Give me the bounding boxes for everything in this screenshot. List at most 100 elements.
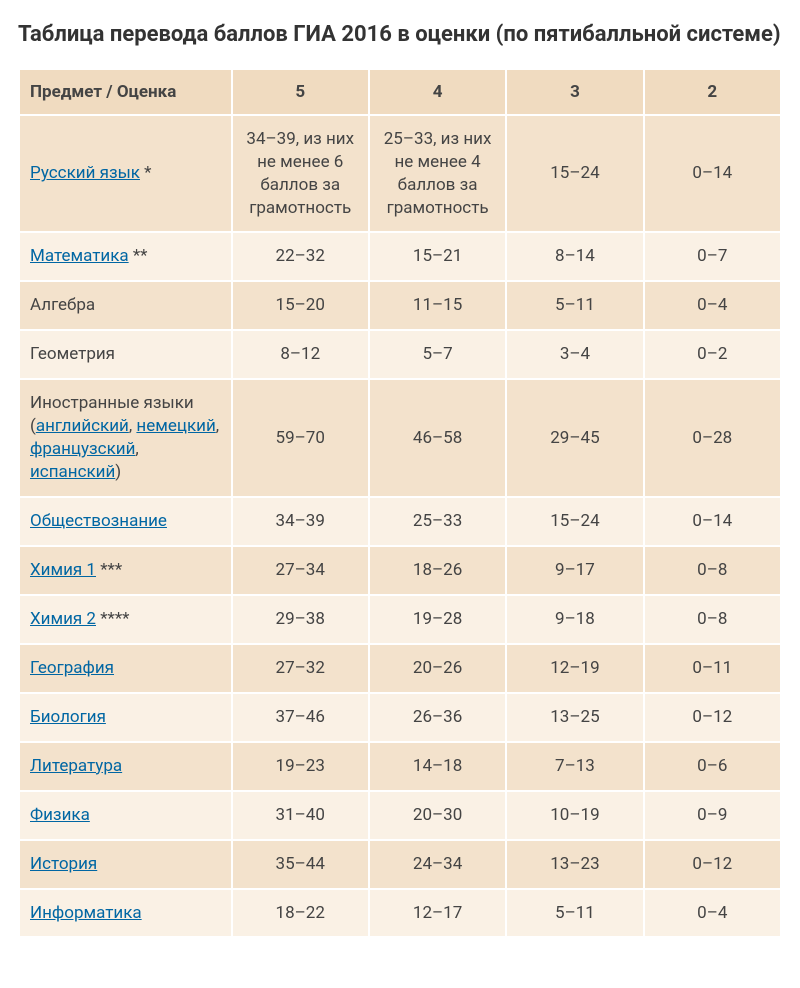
subject-cell: Математика ** [20, 233, 231, 280]
table-row: Биология 37–4626–3613–250–12 [20, 694, 780, 741]
grade-cell: 27–34 [233, 547, 368, 594]
subject-cell: Обществознание [20, 498, 231, 545]
subject-link[interactable]: Физика [30, 805, 90, 825]
table-row: Алгебра 15–2011–155–110–4 [20, 282, 780, 329]
subject-text: **** [96, 609, 130, 629]
grade-cell: 20–30 [370, 792, 505, 839]
grade-cell: 31–40 [233, 792, 368, 839]
grade-cell: 13–23 [507, 841, 642, 888]
grade-cell: 15–21 [370, 233, 505, 280]
grade-cell: 10–19 [507, 792, 642, 839]
subject-text: ** [129, 246, 148, 266]
subject-link[interactable]: Химия 1 [30, 560, 96, 580]
grade-cell: 18–26 [370, 547, 505, 594]
grade-cell: 15–20 [233, 282, 368, 329]
subject-link[interactable]: Химия 2 [30, 609, 96, 629]
table-row: Химия 2 ****29–3819–289–180–8 [20, 596, 780, 643]
grade-cell: 15–24 [507, 498, 642, 545]
grade-cell: 35–44 [233, 841, 368, 888]
grade-cell: 8–12 [233, 331, 368, 378]
grade-cell: 26–36 [370, 694, 505, 741]
grade-cell: 0–4 [645, 890, 780, 937]
subject-link[interactable]: Русский язык [30, 163, 140, 183]
grade-cell: 11–15 [370, 282, 505, 329]
subject-text: ) [115, 462, 121, 482]
subject-link[interactable]: Литература [30, 756, 122, 776]
table-header-row: Предмет / Оценка5432 [20, 70, 780, 114]
grade-cell: 0–8 [645, 596, 780, 643]
grade-cell: 12–19 [507, 645, 642, 692]
grade-cell: 37–46 [233, 694, 368, 741]
subject-text: Геометрия [30, 344, 115, 364]
subject-cell: Химия 1 *** [20, 547, 231, 594]
grade-cell: 0–14 [645, 498, 780, 545]
grade-cell: 13–25 [507, 694, 642, 741]
subject-cell: Биология [20, 694, 231, 741]
subject-link[interactable]: испанский [30, 462, 115, 482]
grade-cell: 46–58 [370, 380, 505, 496]
subject-link[interactable]: География [30, 658, 114, 678]
table-row: Физика31–4020–3010–190–9 [20, 792, 780, 839]
subject-link[interactable]: немецкий [136, 416, 215, 436]
table-row: Математика **22–3215–218–140–7 [20, 233, 780, 280]
grade-cell: 34–39 [233, 498, 368, 545]
subject-cell: Русский язык * [20, 116, 231, 232]
subject-text: , [135, 439, 138, 459]
grade-cell: 19–23 [233, 743, 368, 790]
subject-link[interactable]: английский [36, 416, 129, 436]
page-title: Таблица перевода баллов ГИА 2016 в оценк… [18, 20, 782, 50]
grade-cell: 18–22 [233, 890, 368, 937]
column-header: 2 [645, 70, 780, 114]
grade-cell: 9–18 [507, 596, 642, 643]
subject-text: , [216, 416, 219, 436]
grade-cell: 9–17 [507, 547, 642, 594]
subject-cell: Алгебра [20, 282, 231, 329]
grade-cell: 0–4 [645, 282, 780, 329]
grade-cell: 0–12 [645, 694, 780, 741]
grade-cell: 5–11 [507, 282, 642, 329]
subject-link[interactable]: французский [30, 439, 135, 459]
subject-text: *** [96, 560, 122, 580]
subject-link[interactable]: Математика [30, 246, 129, 266]
subject-cell: Информатика [20, 890, 231, 937]
subject-cell: Химия 2 **** [20, 596, 231, 643]
grade-cell: 0–2 [645, 331, 780, 378]
grade-cell: 0–6 [645, 743, 780, 790]
subject-cell: Литература [20, 743, 231, 790]
subject-cell: География [20, 645, 231, 692]
grade-cell: 15–24 [507, 116, 642, 232]
subject-cell: Физика [20, 792, 231, 839]
table-row: География27–3220–2612–190–11 [20, 645, 780, 692]
grade-cell: 19–28 [370, 596, 505, 643]
subject-link[interactable]: Обществознание [30, 511, 167, 531]
subject-text: Алгебра [30, 295, 95, 315]
grade-cell: 0–28 [645, 380, 780, 496]
subject-link[interactable]: Информатика [30, 903, 142, 923]
grade-cell: 25–33, из них не менее 4 баллов за грамо… [370, 116, 505, 232]
subject-link[interactable]: Биология [30, 707, 106, 727]
grade-cell: 0–14 [645, 116, 780, 232]
grade-cell: 3–4 [507, 331, 642, 378]
grade-cell: 29–45 [507, 380, 642, 496]
grade-cell: 25–33 [370, 498, 505, 545]
grade-cell: 29–38 [233, 596, 368, 643]
table-row: Литература19–2314–187–130–6 [20, 743, 780, 790]
grade-cell: 5–7 [370, 331, 505, 378]
column-header: 3 [507, 70, 642, 114]
table-row: Информатика 18–2212–175–110–4 [20, 890, 780, 937]
grade-cell: 24–34 [370, 841, 505, 888]
subject-cell: Иностранные языки (английский, немецкий,… [20, 380, 231, 496]
table-row: Обществознание 34–3925–3315–240–14 [20, 498, 780, 545]
grade-cell: 12–17 [370, 890, 505, 937]
grade-cell: 0–8 [645, 547, 780, 594]
grade-cell: 8–14 [507, 233, 642, 280]
grade-cell: 5–11 [507, 890, 642, 937]
grade-cell: 27–32 [233, 645, 368, 692]
grade-cell: 34–39, из них не менее 6 баллов за грамо… [233, 116, 368, 232]
column-header: 4 [370, 70, 505, 114]
table-row: История35–4424–3413–230–12 [20, 841, 780, 888]
grade-cell: 7–13 [507, 743, 642, 790]
table-row: Иностранные языки (английский, немецкий,… [20, 380, 780, 496]
grade-cell: 20–26 [370, 645, 505, 692]
subject-link[interactable]: История [30, 854, 97, 874]
